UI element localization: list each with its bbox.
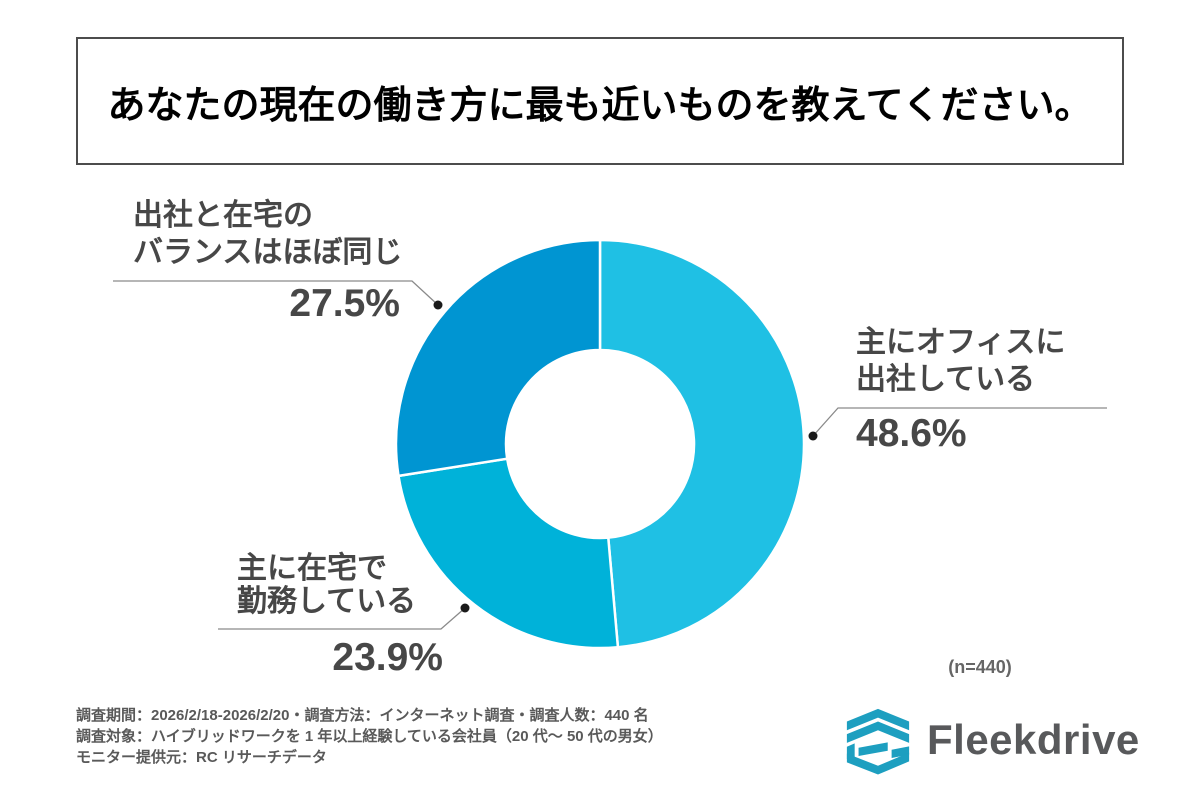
fleekdrive-logo: Fleekdrive xyxy=(843,700,1140,780)
callout-office-label-line1: 主にオフィスに xyxy=(856,326,1066,359)
fleekdrive-logo-text: Fleekdrive xyxy=(927,716,1140,763)
leader-line-home xyxy=(218,607,466,630)
donut-segment-1 xyxy=(397,457,620,650)
callout-home-label-line1: 主に在宅で xyxy=(237,552,387,585)
callout-balance-label-line2: バランスはほぼ同じ xyxy=(133,236,403,269)
survey-note-period: 調査期間：2026/2/18-2026/2/20・調査方法：インターネット調査・… xyxy=(76,707,649,724)
leader-line-office xyxy=(812,407,1107,437)
donut-segment-0 xyxy=(598,238,806,649)
survey-question-title: あなたの現在の働き方に最も近いものを教えてください。 xyxy=(107,84,1093,127)
survey-note-target: 調査対象：ハイブリッドワークを 1 年以上経験している会社員（20 代～ 50 … xyxy=(76,728,663,745)
fleekdrive-logo-icon xyxy=(846,708,910,775)
leader-dot-office xyxy=(808,431,818,441)
donut-segment-2 xyxy=(394,238,602,478)
leader-dot-balance xyxy=(433,300,443,310)
title-box: あなたの現在の働き方に最も近いものを教えてください。 xyxy=(76,37,1124,165)
survey-notes: 調査期間：2026/2/18-2026/2/20・調査方法：インターネット調査・… xyxy=(76,705,663,768)
sample-size-note: (n=440) xyxy=(948,657,1012,677)
callout-office-percent: 48.6% xyxy=(856,412,967,455)
callout-balance-percent: 27.5% xyxy=(289,282,400,325)
survey-note-monitor: モニター提供元：RC リサーチデータ xyxy=(76,749,327,766)
leader-line-balance xyxy=(113,280,439,306)
callout-home: 主に在宅で 勤務している 23.9% xyxy=(237,552,443,679)
callout-balance-label-line1: 出社と在宅の xyxy=(133,199,313,232)
callout-home-percent: 23.9% xyxy=(332,636,443,679)
callout-home-label-line2: 勤務している xyxy=(237,585,417,618)
callout-office-label-line2: 出社している xyxy=(856,363,1036,396)
callout-balance: 出社と在宅の バランスはほぼ同じ 27.5% xyxy=(133,197,403,325)
leader-dot-home xyxy=(460,603,470,613)
callout-office: 主にオフィスに 出社している 48.6% xyxy=(856,324,1066,455)
